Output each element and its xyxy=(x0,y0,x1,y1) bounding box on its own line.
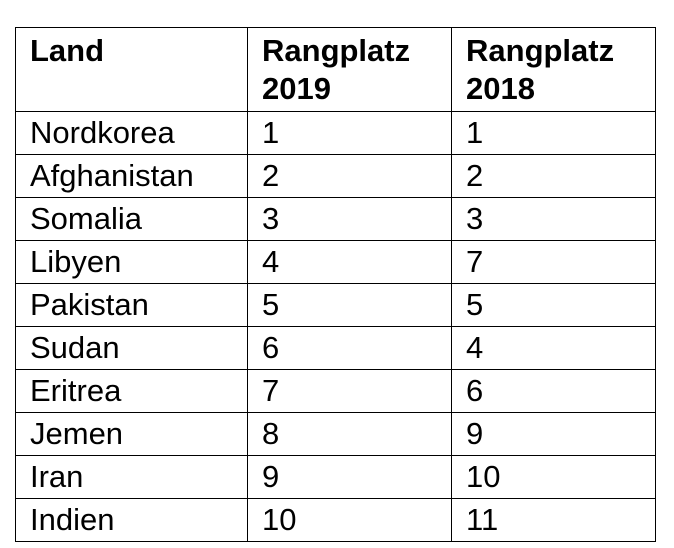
table-row: Pakistan 5 5 xyxy=(15,283,656,327)
table-row: Libyen 4 7 xyxy=(15,240,656,284)
cell-land: Somalia xyxy=(15,197,248,241)
cell-rank-2019: 2 xyxy=(247,154,452,198)
cell-rank-2019: 4 xyxy=(247,240,452,284)
cell-rank-2018: 4 xyxy=(451,326,656,370)
header-land-label: Land xyxy=(30,33,105,68)
table-header: Land Rangplatz 2019 Rangplatz 2018 xyxy=(15,27,656,112)
cell-rank-2018: 1 xyxy=(451,111,656,155)
table-row: Sudan 6 4 xyxy=(15,326,656,370)
cell-land: Nordkorea xyxy=(15,111,248,155)
table-row: Afghanistan 2 2 xyxy=(15,154,656,198)
cell-land: Indien xyxy=(15,498,248,542)
header-rank-2019-line2: 2019 xyxy=(262,71,331,106)
cell-rank-2019: 5 xyxy=(247,283,452,327)
cell-rank-2018: 5 xyxy=(451,283,656,327)
cell-land: Afghanistan xyxy=(15,154,248,198)
header-rank-2018-line2: 2018 xyxy=(466,71,535,106)
cell-land: Pakistan xyxy=(15,283,248,327)
cell-rank-2019: 3 xyxy=(247,197,452,241)
header-rank-2019-line1: Rangplatz xyxy=(262,33,411,68)
cell-rank-2018: 10 xyxy=(451,455,656,499)
table-row: Eritrea 7 6 xyxy=(15,369,656,413)
cell-land: Libyen xyxy=(15,240,248,284)
table-body: Nordkorea 1 1 Afghanistan 2 2 Somalia 3 3 Libyen 4… xyxy=(15,111,656,542)
cell-rank-2019: 9 xyxy=(247,455,452,499)
cell-land: Eritrea xyxy=(15,369,248,413)
header-rank-2018-line1: Rangplatz xyxy=(466,33,615,68)
header-rank-2019: Rangplatz 2019 xyxy=(247,27,452,112)
cell-land: Iran xyxy=(15,455,248,499)
cell-rank-2018: 11 xyxy=(451,498,656,542)
cell-rank-2018: 7 xyxy=(451,240,656,284)
cell-rank-2018: 9 xyxy=(451,412,656,456)
header-land: Land xyxy=(15,27,248,112)
cell-rank-2019: 10 xyxy=(247,498,452,542)
table-row: Jemen 8 9 xyxy=(15,412,656,456)
header-row: Land Rangplatz 2019 Rangplatz 2018 xyxy=(15,27,656,112)
cell-rank-2018: 2 xyxy=(451,154,656,198)
table-row: Iran 9 10 xyxy=(15,455,656,499)
cell-rank-2018: 3 xyxy=(451,197,656,241)
cell-land: Jemen xyxy=(15,412,248,456)
ranking-table: Land Rangplatz 2019 Rangplatz 2018 Nordk… xyxy=(15,27,656,542)
header-rank-2018: Rangplatz 2018 xyxy=(451,27,656,112)
cell-land: Sudan xyxy=(15,326,248,370)
table-row: Indien 10 11 xyxy=(15,498,656,542)
table-row: Nordkorea 1 1 xyxy=(15,111,656,155)
table-row: Somalia 3 3 xyxy=(15,197,656,241)
cell-rank-2019: 1 xyxy=(247,111,452,155)
cell-rank-2019: 8 xyxy=(247,412,452,456)
cell-rank-2019: 6 xyxy=(247,326,452,370)
cell-rank-2018: 6 xyxy=(451,369,656,413)
cell-rank-2019: 7 xyxy=(247,369,452,413)
